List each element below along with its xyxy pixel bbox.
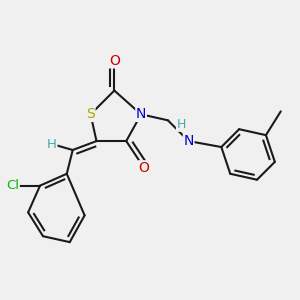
Text: O: O — [109, 54, 120, 68]
Text: N: N — [136, 107, 146, 121]
Text: H: H — [176, 118, 186, 131]
Text: Cl: Cl — [6, 179, 19, 192]
Text: O: O — [139, 161, 149, 175]
Text: N: N — [184, 134, 194, 148]
Text: S: S — [86, 107, 95, 121]
Text: H: H — [47, 138, 57, 151]
